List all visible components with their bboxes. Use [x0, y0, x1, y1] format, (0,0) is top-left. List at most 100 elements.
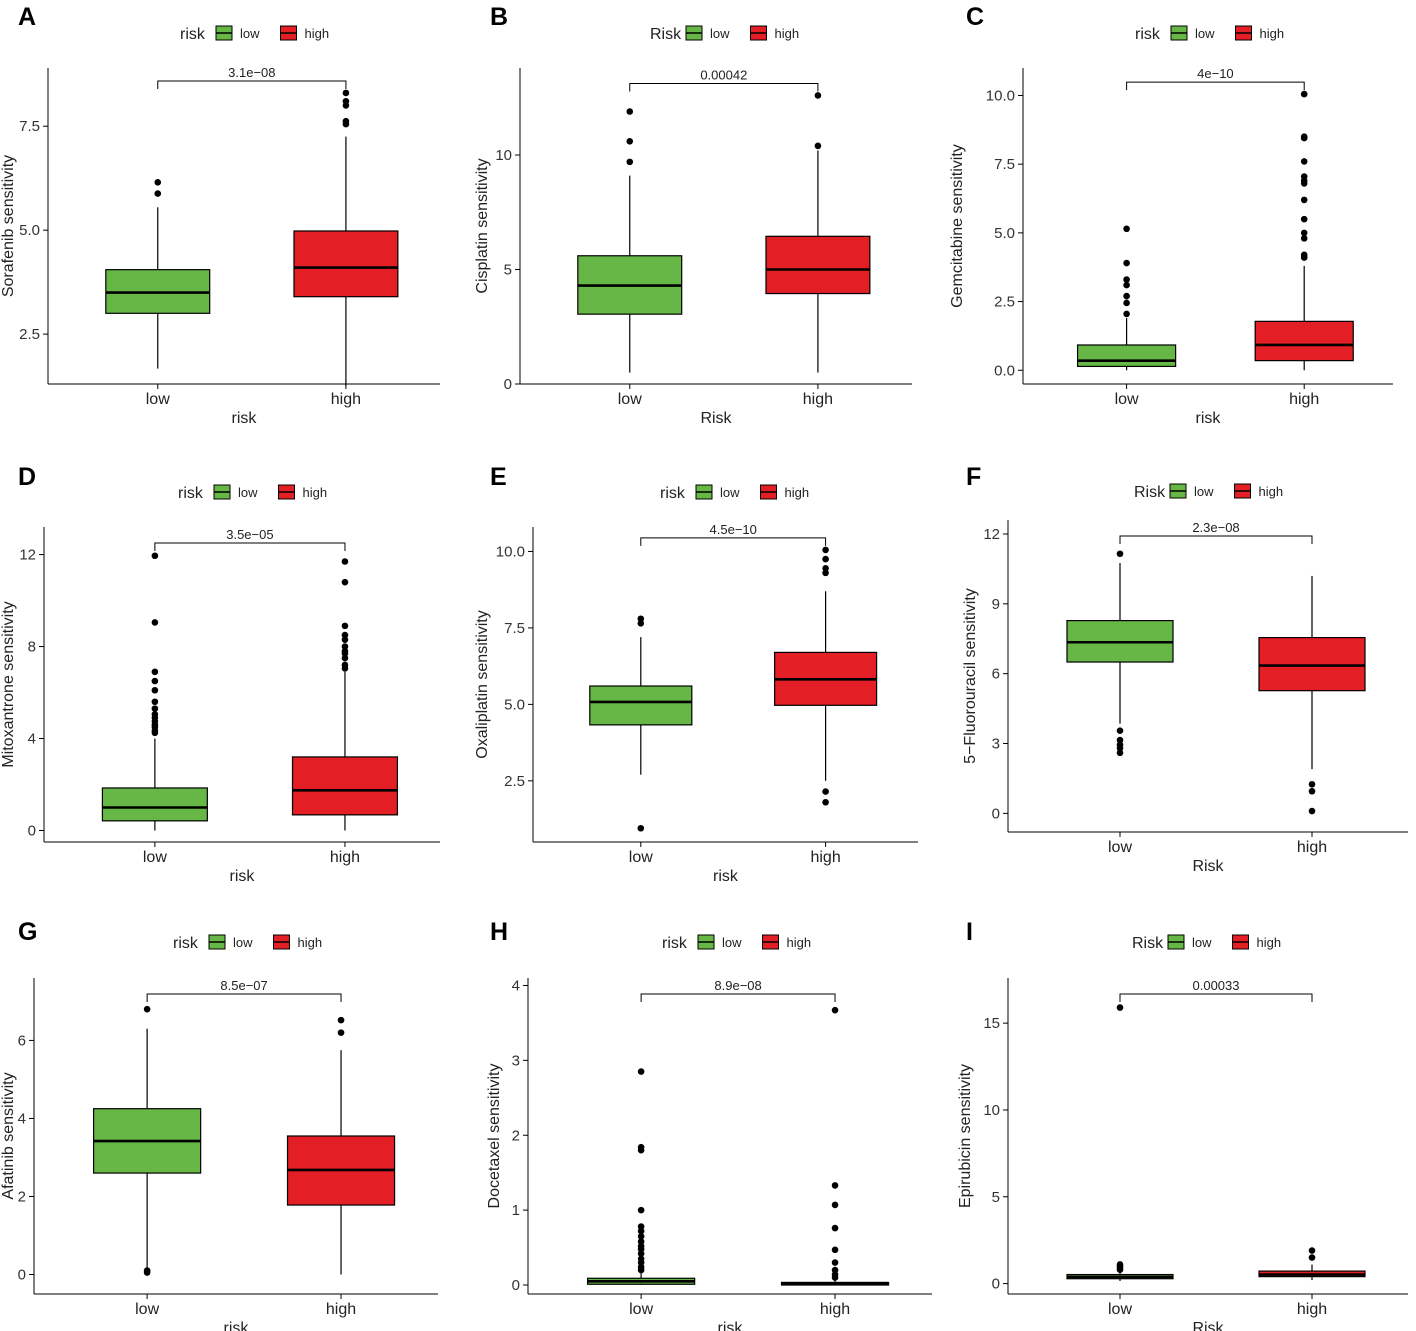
p-value-label: 3.1e−08	[228, 65, 275, 80]
outlier-point	[337, 1016, 345, 1024]
outlier-point	[342, 89, 350, 97]
y-tick-label: 0.0	[994, 362, 1015, 379]
panel-letter: D	[18, 463, 36, 491]
outlier-point	[822, 555, 829, 563]
y-tick-label: 5	[992, 1189, 1000, 1206]
y-tick-label: 5.0	[994, 225, 1015, 242]
y-tick-label: 6	[18, 1032, 26, 1049]
outlier-point	[822, 788, 829, 795]
significance-bracket	[1119, 535, 1313, 544]
outlier-point	[151, 619, 159, 626]
outlier-point	[1300, 90, 1308, 98]
legend-title: Risk	[1134, 484, 1166, 501]
box-low	[577, 108, 683, 373]
y-tick-label: 10.0	[986, 87, 1015, 104]
box-body	[1254, 320, 1354, 362]
y-tick-label: 12	[19, 547, 36, 564]
outlier-point	[151, 668, 159, 676]
outlier-point	[1300, 215, 1308, 223]
outlier-point	[342, 117, 350, 125]
y-axis-title: Cisplatin sensitivity	[474, 158, 491, 293]
x-tick-label-low: low	[1108, 839, 1132, 856]
x-axis-title: Risk	[700, 410, 732, 427]
panel-letter: I	[966, 918, 973, 946]
x-axis-title: risk	[232, 410, 258, 427]
box-body	[589, 685, 693, 726]
y-tick-label: 9	[992, 596, 1000, 613]
box-high	[293, 89, 399, 387]
box-low	[586, 1068, 696, 1286]
panel-f: F Risk low high 0 3 6 9 12 low high Risk 5−Fluoroura…	[962, 463, 1408, 875]
x-tick-label-high: high	[820, 1301, 850, 1318]
legend-label: low	[1194, 484, 1214, 499]
box-low	[1066, 1004, 1174, 1281]
y-tick-label: 3	[512, 1052, 520, 1069]
outlier-point	[637, 1068, 645, 1075]
legend-title: risk	[180, 26, 206, 43]
legend-label: high	[305, 26, 330, 41]
legend-key-high: high	[1232, 934, 1281, 950]
y-tick-label: 15	[983, 1015, 1000, 1032]
y-axis-title: Gemcitabine sensitivity	[949, 144, 966, 308]
y-tick-label: 0	[992, 1276, 1000, 1293]
outlier-point	[1308, 1247, 1316, 1254]
y-tick-label: 10	[495, 147, 512, 164]
box-low	[101, 552, 208, 831]
outlier-point	[1123, 281, 1130, 289]
legend-key-high: high	[280, 25, 330, 41]
outlier-point	[154, 190, 162, 197]
box-high	[773, 546, 878, 806]
x-tick-label-high: high	[331, 391, 361, 408]
legend-label: high	[1259, 484, 1284, 499]
box-body	[293, 230, 399, 298]
y-tick-label: 0	[992, 805, 1000, 822]
y-tick-label: 12	[983, 526, 1000, 543]
box-body	[1076, 344, 1177, 368]
box-high	[286, 1016, 396, 1275]
outlier-point	[151, 705, 159, 712]
y-axis-title: Oxaliplatin sensitivity	[474, 610, 491, 759]
legend-label: high	[785, 485, 810, 500]
outlier-point	[637, 1255, 645, 1263]
legend-title: risk	[662, 935, 688, 952]
outlier-point	[831, 1266, 839, 1274]
legend-label: high	[303, 485, 328, 500]
outlier-point	[822, 798, 829, 806]
box-low	[1076, 225, 1177, 371]
x-axis-title: Risk	[1192, 858, 1224, 875]
outlier-point	[1300, 251, 1308, 259]
outlier-point	[143, 1005, 151, 1013]
outlier-point	[626, 158, 634, 166]
legend-key-high: high	[278, 484, 328, 500]
x-axis-title: risk	[224, 1320, 250, 1331]
significance-bracket	[157, 80, 347, 89]
significance-bracket	[146, 993, 342, 1002]
outlier-point	[637, 1233, 645, 1240]
outlier-point	[831, 1006, 839, 1014]
y-axis-title: Afatinib sensitivity	[0, 1072, 17, 1199]
y-tick-label: 3	[992, 736, 1000, 753]
outlier-point	[151, 698, 159, 706]
x-tick-label-high: high	[330, 849, 360, 866]
panel-b: B Risk low high 0 5 10 low high Risk Cisplatin sen…	[474, 3, 912, 427]
outlier-point	[143, 1267, 151, 1274]
outlier-point	[814, 92, 822, 99]
legend-title: risk	[173, 935, 199, 952]
x-axis-title: risk	[718, 1320, 744, 1331]
legend-label: low	[240, 26, 260, 41]
outlier-point	[831, 1259, 839, 1266]
box-high	[1258, 1247, 1366, 1281]
legend-key-low: low	[1170, 25, 1215, 41]
legend-key-low: low	[213, 484, 258, 500]
x-tick-label-low: low	[143, 849, 167, 866]
y-tick-label: 10	[983, 1102, 1000, 1119]
outlier-point	[637, 1238, 645, 1245]
legend-key-high: high	[273, 934, 322, 950]
significance-bracket	[1119, 993, 1313, 1002]
legend-key-low: low	[695, 484, 740, 500]
x-tick-label-low: low	[1108, 1301, 1132, 1318]
y-tick-label: 0	[504, 376, 512, 393]
outlier-point	[151, 552, 159, 560]
